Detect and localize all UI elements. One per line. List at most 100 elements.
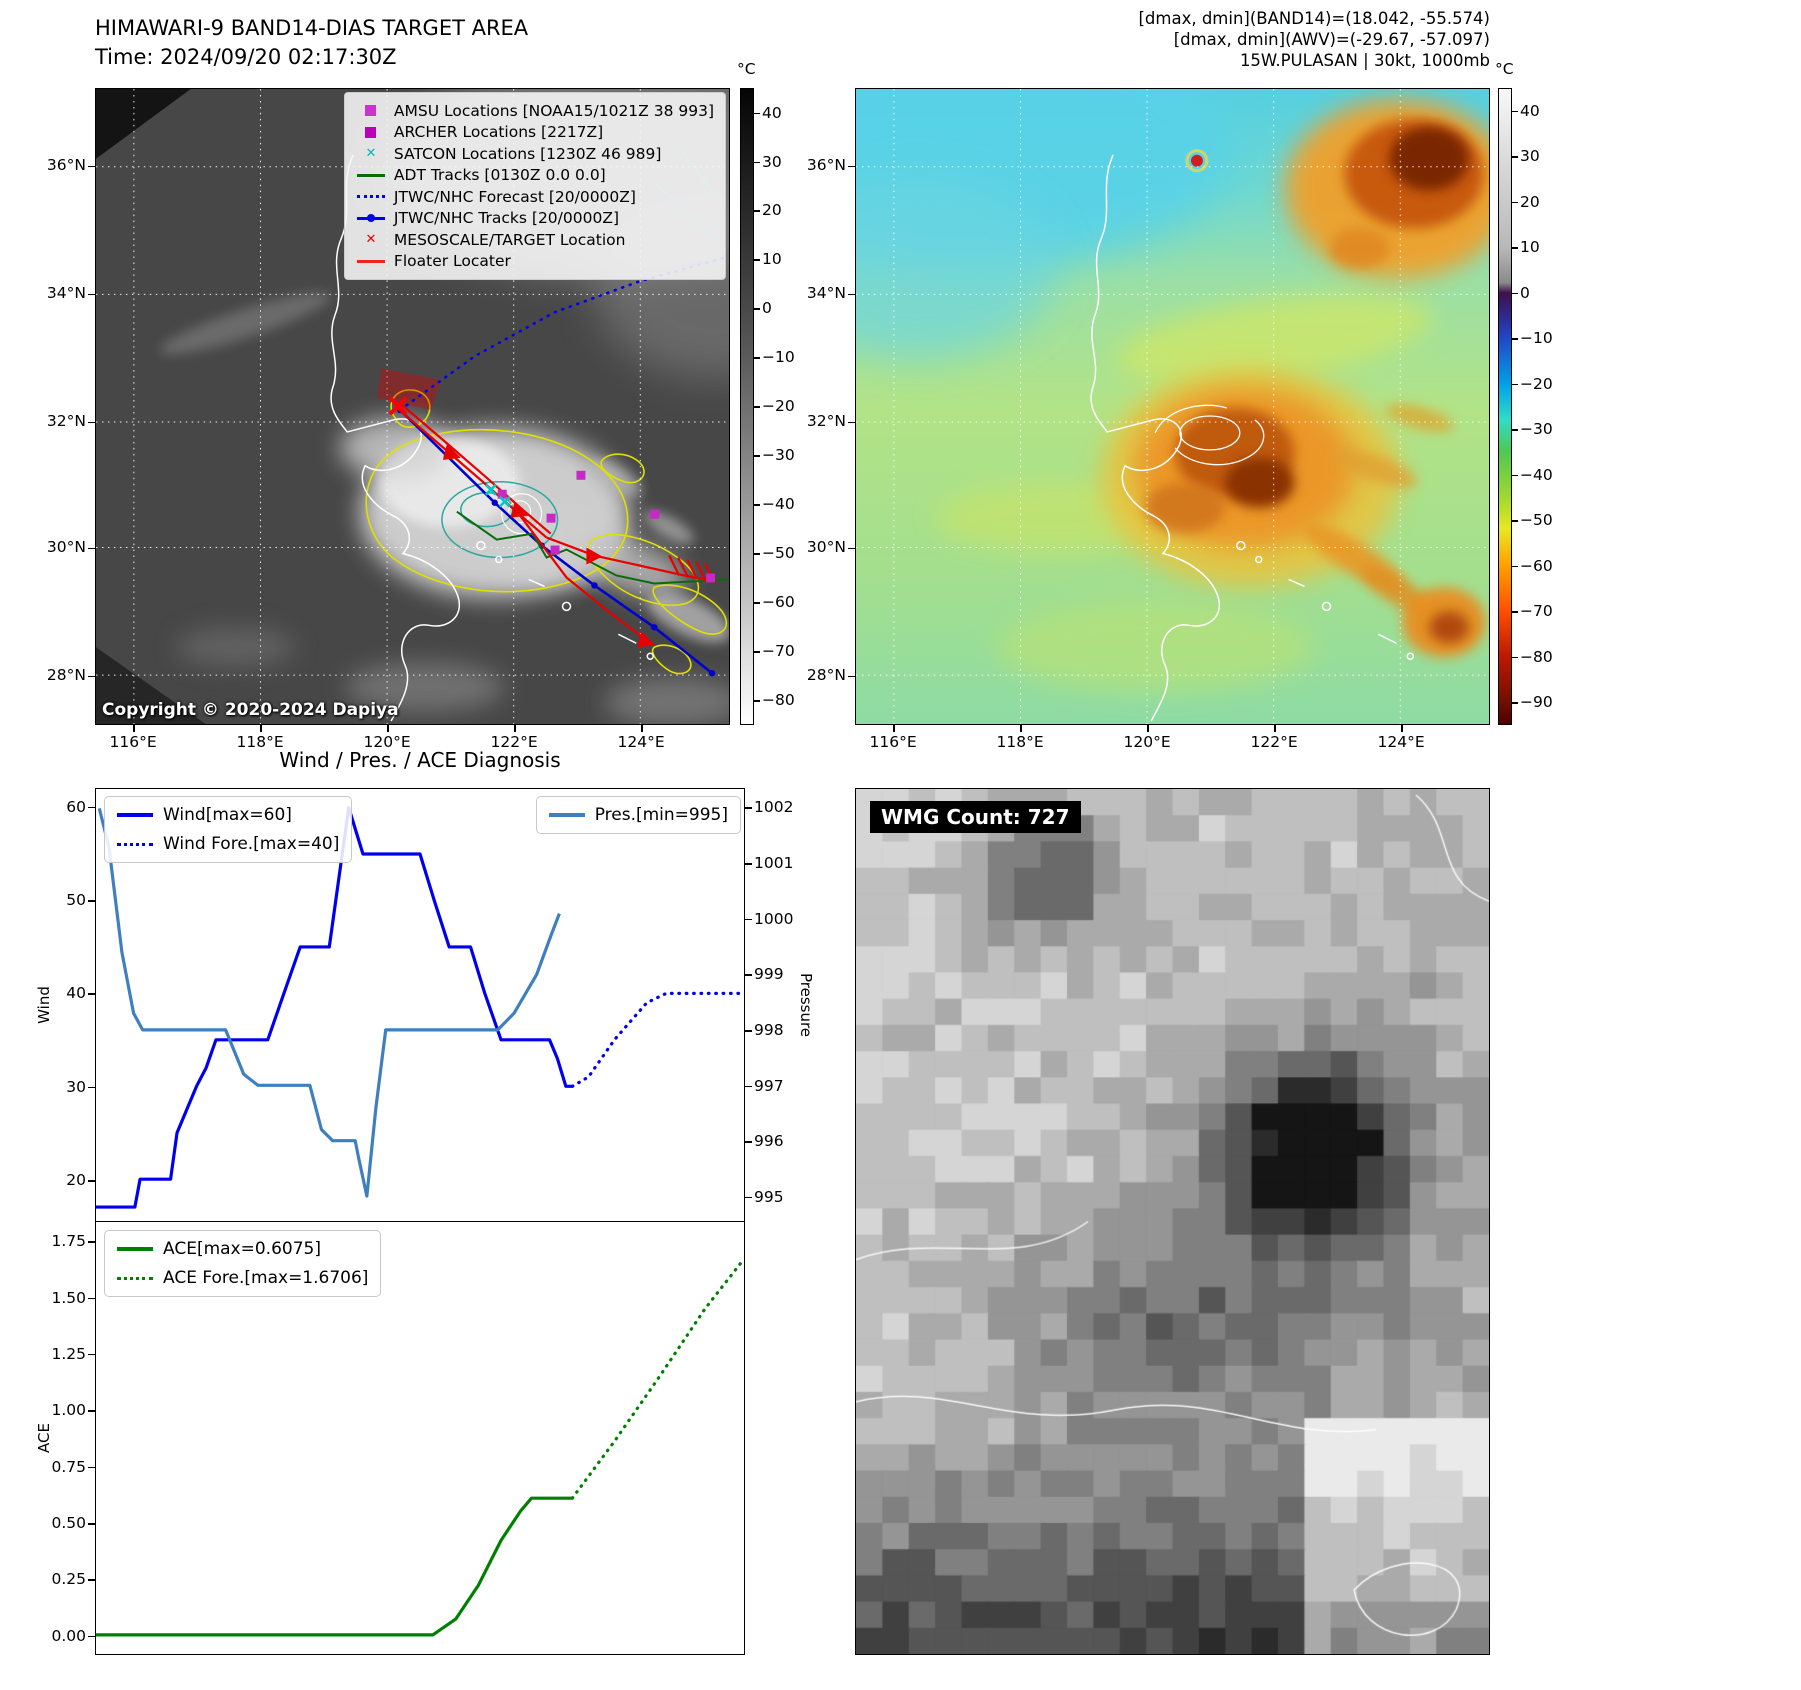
storm-center-contours (1154, 404, 1265, 466)
y-tick-label: 995 (754, 1187, 784, 1206)
lat-tick-label: 36°N (46, 155, 86, 174)
wind-axis-label: Wind (35, 986, 53, 1024)
awv-satellite-image (856, 89, 1489, 724)
lon-tick-mark (893, 725, 895, 732)
lon-tick-label: 124°E (1377, 733, 1425, 751)
lat-tick-mark (848, 421, 855, 424)
hot-spot (1190, 154, 1203, 167)
pressure-axis-label: Pressure (797, 972, 815, 1038)
y-tick-mark (88, 1410, 95, 1412)
lat-tick-label: 28°N (46, 665, 86, 684)
legend-item-label: ACE Fore.[max=1.6706] (163, 1268, 369, 1288)
colorbar-tick-label: 20 (762, 201, 782, 220)
coastline (1090, 154, 1414, 722)
line-marker-icon (356, 173, 386, 177)
legend-item: ACE Fore.[max=1.6706] (117, 1268, 368, 1288)
line-sample-icon (117, 1247, 153, 1251)
colorbar-tick-mark (1512, 656, 1518, 659)
wmg-canvas (856, 789, 1489, 1654)
legend-item-label: Wind Fore.[max=40] (163, 834, 340, 854)
awv-colorbar-unit: °C (1495, 60, 1514, 78)
x-marker-icon: ✕ (365, 232, 377, 248)
y-tick-label: 20 (66, 1171, 86, 1189)
colorbar-tick-label: −50 (1520, 511, 1553, 530)
y-tick-label: 40 (66, 984, 86, 1003)
colorbar-tick-label: −10 (762, 348, 795, 367)
colorbar-tick-label: −20 (762, 397, 795, 416)
colorbar-tick-label: 0 (762, 299, 772, 318)
y-tick-label: 998 (754, 1021, 784, 1040)
wmg-count-badge: WMG Count: 727 (870, 801, 1081, 833)
colorbar-tick-mark (754, 406, 760, 408)
legend-item: ADT Tracks [0130Z 0.0 0.0] (356, 165, 714, 187)
lon-tick-label: 122°E (490, 733, 538, 751)
lon-tick-mark (641, 725, 643, 732)
ace-axis-label: ACE (35, 1423, 53, 1453)
lat-tick-mark (848, 165, 855, 168)
lat-tick-mark (88, 293, 95, 296)
legend-item-label: JTWC/NHC Tracks [20/0000Z] (393, 209, 619, 228)
lon-tick-mark (514, 725, 516, 732)
wind-legend: Wind[max=60] Wind Fore.[max=40] (104, 796, 353, 863)
lat-tick-label: 30°N (46, 537, 86, 556)
colorbar-tick-mark (754, 651, 760, 653)
chart-svg-1 (96, 1257, 744, 1637)
mesoscale-target-marker (388, 396, 408, 416)
colorbar-tick-label: 20 (1520, 192, 1540, 211)
lon-tick-label: 116°E (109, 733, 157, 751)
legend-item: Floater Locater (356, 251, 714, 273)
y-tick-label: 60 (66, 797, 86, 816)
y-tick-mark (88, 806, 95, 809)
y-tick-mark (88, 900, 95, 902)
y-tick-mark (745, 974, 752, 976)
copyright-watermark: Copyright © 2020-2024 Dapiya (102, 700, 399, 720)
y-tick-mark (88, 1523, 95, 1525)
y-tick-mark (745, 1141, 752, 1143)
legend-item-label: ACE[max=0.6075] (163, 1239, 321, 1259)
square-marker-icon (356, 126, 386, 138)
y-tick-mark (745, 1085, 752, 1088)
lat-tick-label: 34°N (806, 283, 846, 302)
line-dot-marker-icon (356, 214, 386, 223)
awv-header: [dmax, dmin](BAND14)=(18.042, -55.574) [… (1138, 8, 1490, 71)
awv-colorbar (1498, 88, 1512, 725)
legend-item-label: Floater Locater (393, 252, 511, 271)
colorbar-tick-label: 10 (1520, 238, 1540, 257)
legend-item-label: Pres.[min=995] (594, 805, 728, 825)
lat-tick-mark (88, 547, 95, 550)
colorbar-tick-label: −80 (762, 691, 795, 710)
y-tick-mark (88, 1086, 95, 1089)
colorbar-tick-label: −20 (1520, 374, 1553, 393)
colorbar-tick-label: −90 (1520, 693, 1553, 711)
ace-legend: ACE[max=0.6075] ACE Fore.[max=1.6706] (104, 1230, 382, 1297)
graticule (856, 89, 1489, 724)
colorbar-tick-mark (1512, 383, 1518, 386)
colorbar-tick-mark (754, 602, 760, 604)
legend-item-label: ARCHER Locations [2217Z] (393, 123, 604, 142)
lon-tick-label: 122°E (1250, 733, 1298, 751)
dotted-line-sample-icon (117, 842, 153, 846)
lon-tick-mark (1147, 725, 1149, 732)
legend-item-label: MESOSCALE/TARGET Location (393, 230, 626, 249)
legend-item: ✕ SATCON Locations [1230Z 46 989] (356, 143, 714, 165)
lat-tick-label: 28°N (806, 665, 846, 684)
colorbar-tick-label: −80 (1520, 647, 1553, 666)
y-tick-label: 1002 (754, 798, 794, 817)
colorbar-tick-label: 40 (762, 103, 782, 122)
y-tick-label: 1000 (754, 909, 794, 928)
legend-item-label: JTWC/NHC Forecast [20/0000Z] (393, 187, 636, 206)
colorbar-tick-mark (754, 210, 760, 212)
colorbar-tick-mark (1512, 429, 1518, 431)
line-sample-icon (548, 813, 585, 817)
colorbar-tick-mark (1512, 702, 1518, 704)
pressure-legend: Pres.[min=995] (535, 796, 741, 834)
colorbar-tick-mark (1512, 110, 1518, 113)
lon-tick-label: 118°E (996, 733, 1044, 751)
y-tick-mark (745, 807, 752, 809)
legend-item: AMSU Locations [NOAA15/1021Z 38 993] (356, 100, 714, 122)
dmax-dmin-band14: [dmax, dmin](BAND14)=(18.042, -55.574) (1138, 9, 1490, 28)
colorbar-tick-label: −30 (762, 446, 795, 465)
legend-item: ACE[max=0.6075] (117, 1239, 368, 1259)
lat-tick-mark (88, 421, 95, 424)
